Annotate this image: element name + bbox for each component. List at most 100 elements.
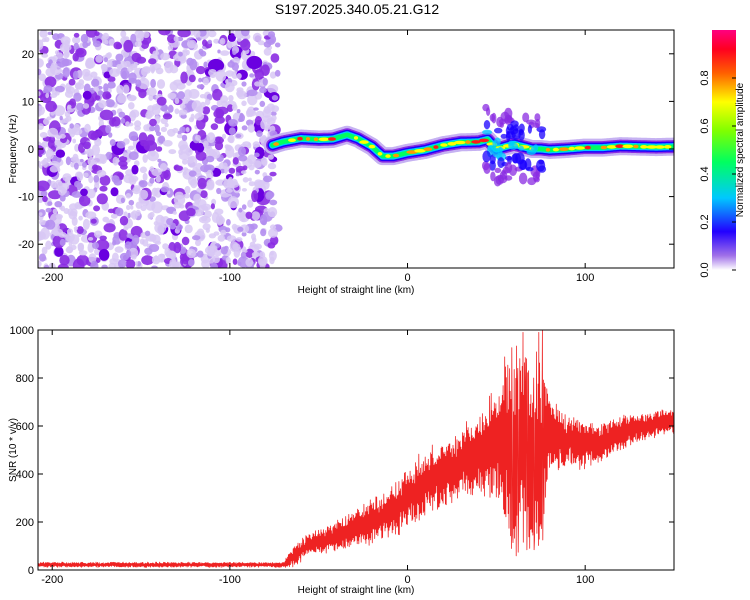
noise-blob <box>73 226 78 231</box>
noise-blob <box>215 216 226 225</box>
noise-blob <box>103 83 109 92</box>
noise-blob <box>117 94 127 104</box>
noise-blob <box>109 258 118 265</box>
noise-blob <box>123 227 129 231</box>
noise-blob <box>228 167 236 174</box>
noise-blob <box>38 199 43 204</box>
noise-blob <box>95 54 103 63</box>
ridge-hotspot <box>288 138 296 142</box>
ridge-hotspot <box>606 145 617 149</box>
noise-blob <box>50 65 62 76</box>
noise-blob <box>202 223 211 231</box>
colorbar-tick-label: 0.0 <box>699 262 711 277</box>
noise-blob <box>52 208 58 214</box>
noise-blob <box>54 85 65 93</box>
noise-blob <box>242 177 249 183</box>
noise-blob <box>269 224 277 230</box>
noise-blob <box>245 211 253 219</box>
noise-blob <box>182 167 189 171</box>
noise-blob <box>176 224 183 231</box>
noise-blob <box>38 253 47 262</box>
noise-blob <box>250 223 258 230</box>
noise-blob <box>207 39 212 45</box>
disturbance-blob <box>505 161 513 174</box>
ridge-hotspot <box>471 140 481 144</box>
noise-blob <box>181 50 188 57</box>
ridge-hotspot <box>392 153 400 158</box>
noise-blob <box>44 76 57 88</box>
noise-blob <box>56 57 67 68</box>
noise-blob <box>128 151 139 161</box>
noise-blob <box>138 77 150 90</box>
noise-blob <box>103 57 108 63</box>
noise-blob <box>122 84 130 94</box>
noise-blob <box>196 142 205 153</box>
noise-blob <box>146 87 157 97</box>
disturbance-blob <box>526 149 537 156</box>
noise-blob <box>118 111 126 118</box>
signal-ridge <box>263 103 674 187</box>
noise-blob <box>180 71 188 84</box>
noise-blob <box>118 160 128 167</box>
noise-blob <box>38 39 44 51</box>
noise-blob <box>214 141 224 151</box>
noise-blob <box>130 109 140 118</box>
ridge-hotspot <box>568 146 576 151</box>
noise-blob <box>198 30 207 37</box>
noise-blob <box>221 133 227 140</box>
noise-blob <box>212 255 220 264</box>
noise-blob <box>191 100 202 112</box>
snr-y-tick-label: 600 <box>16 421 34 433</box>
ridge-hotspot <box>454 140 466 145</box>
noise-blob <box>101 64 108 73</box>
noise-blob <box>240 39 251 51</box>
noise-blob <box>83 172 89 178</box>
noise-blob <box>117 259 127 268</box>
noise-blob <box>83 103 90 109</box>
noise-blob <box>59 133 66 139</box>
noise-blob <box>113 41 122 50</box>
noise-blob <box>125 259 136 268</box>
noise-blob <box>267 84 279 94</box>
noise-blob <box>130 225 143 238</box>
noise-blob <box>134 160 140 167</box>
noise-blob <box>130 211 136 218</box>
noise-blob <box>72 258 85 268</box>
noise-blob <box>141 75 146 82</box>
noise-blob <box>73 32 80 38</box>
noise-blob <box>97 90 104 96</box>
noise-blob <box>109 68 121 77</box>
noise-blob <box>156 79 166 89</box>
disturbance-blob <box>483 163 491 174</box>
disturbance-blob <box>491 112 497 124</box>
noise-blob <box>228 119 238 127</box>
noise-blob <box>231 62 239 71</box>
ridge-hotspot <box>664 145 672 149</box>
noise-blob <box>246 89 258 97</box>
noise-blob <box>188 170 197 177</box>
noise-blob <box>260 157 268 165</box>
noise-blob <box>55 214 63 220</box>
noise-blob <box>232 50 237 55</box>
noise-blob <box>94 138 102 147</box>
noise-blob <box>210 262 218 268</box>
noise-blob <box>267 162 277 170</box>
noise-blob <box>38 145 45 156</box>
noise-blob <box>38 260 42 268</box>
noise-blob <box>227 196 239 209</box>
noise-blob <box>237 246 242 253</box>
noise-blob <box>160 126 167 133</box>
noise-blob <box>142 172 148 181</box>
spectrogram-y-tick-label: 10 <box>22 96 34 108</box>
noise-blob <box>203 140 209 148</box>
noise-blob <box>269 251 274 256</box>
noise-blob <box>239 112 244 119</box>
noise-blob <box>65 156 71 166</box>
noise-blob <box>167 34 177 44</box>
noise-blob <box>228 134 235 144</box>
noise-blob <box>242 246 247 252</box>
noise-blob <box>47 127 59 138</box>
noise-blob <box>38 58 44 68</box>
